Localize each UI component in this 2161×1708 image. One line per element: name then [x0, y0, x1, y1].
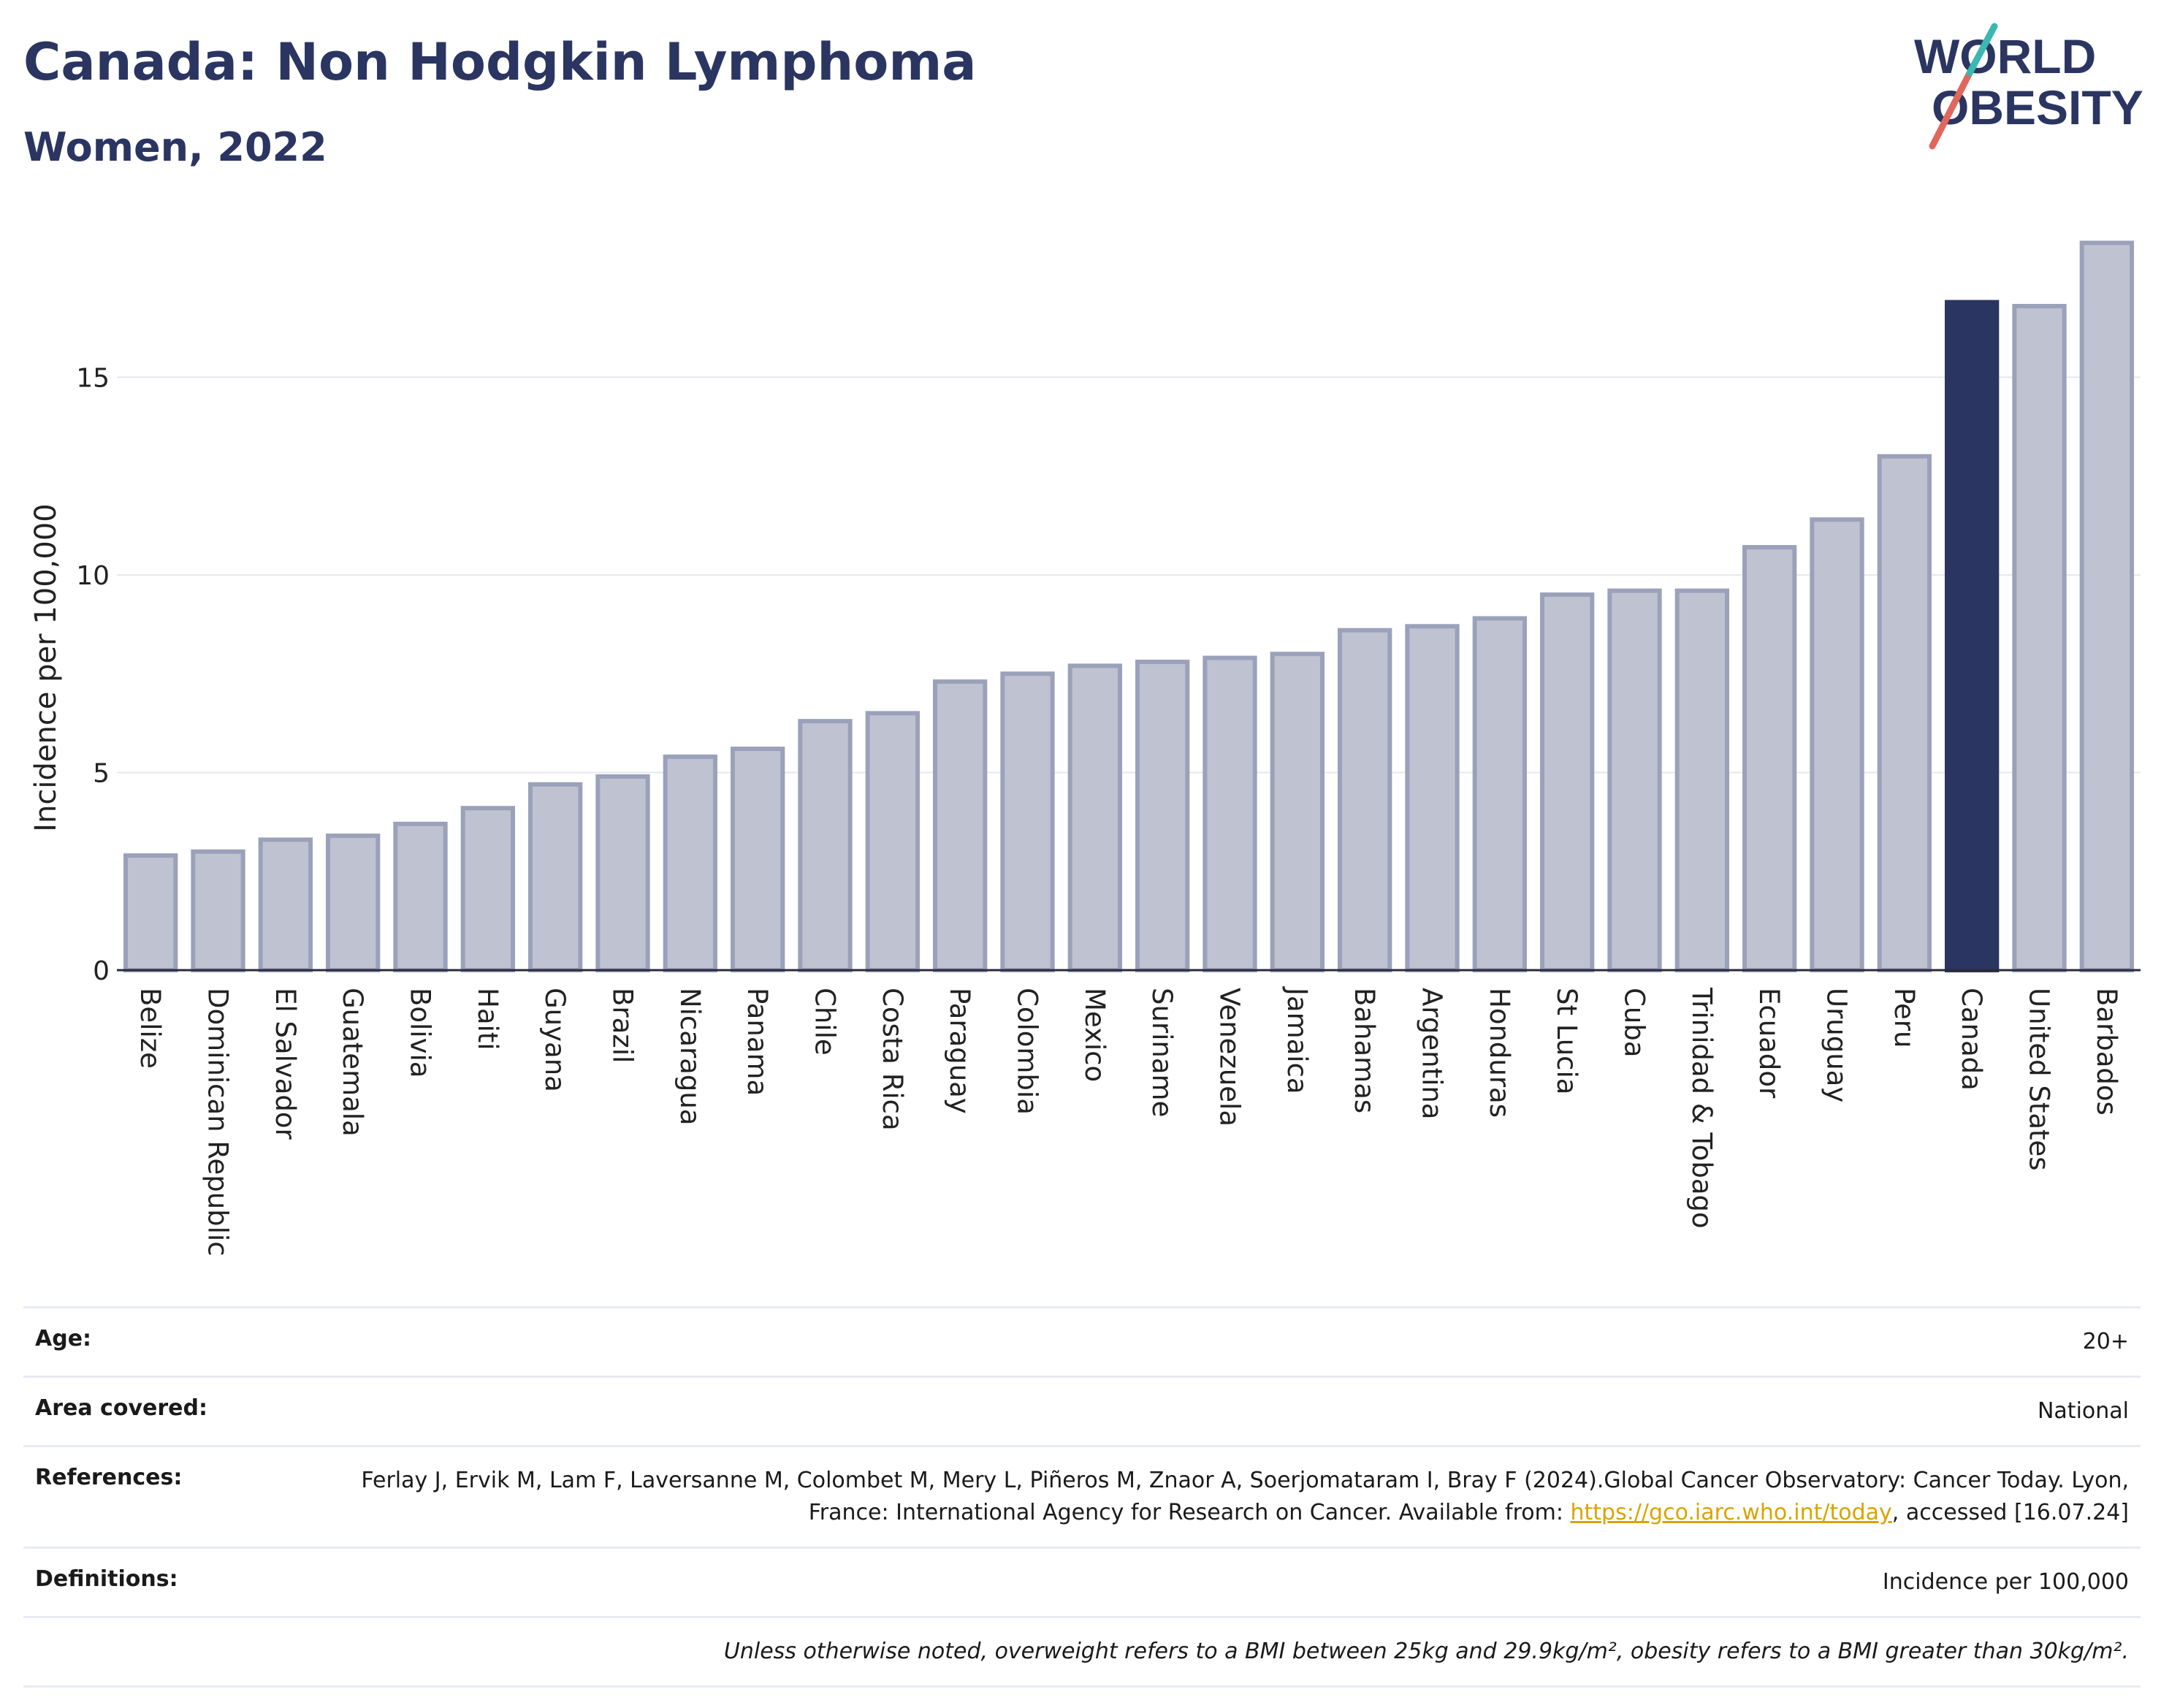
bmi-note: Unless otherwise noted, overweight refer…: [723, 1639, 2129, 1664]
bar-belize: [123, 853, 178, 972]
x-tick-label: Panama: [742, 988, 773, 1096]
info-row-age: Age: 20+: [23, 1306, 2141, 1376]
x-tick-label: Ecuador: [1753, 988, 1785, 1099]
y-axis-label: Incidence per 100,000: [29, 503, 63, 832]
y-tick-label: 5: [93, 758, 110, 788]
bar-suriname: [1135, 659, 1190, 972]
x-tick-label: Honduras: [1484, 988, 1515, 1118]
chart-subtitle: Women, 2022: [23, 124, 327, 170]
bar-united-states: [2012, 304, 2067, 973]
x-tick-label: Uruguay: [1821, 988, 1853, 1102]
bar-ecuador: [1742, 545, 1797, 972]
x-tick-label: Bolivia: [405, 988, 436, 1078]
x-tick-label: Trinidad & Tobago: [1686, 987, 1718, 1229]
age-value: 20+: [2082, 1329, 2129, 1354]
x-tick-label: Argentina: [1417, 988, 1448, 1119]
x-tick-label: Jamaica: [1281, 986, 1313, 1094]
bar-colombia: [1000, 671, 1055, 972]
bar-venezuela: [1203, 655, 1257, 972]
definitions-value: Incidence per 100,000: [1882, 1569, 2129, 1595]
bar-haiti: [460, 806, 515, 973]
logo-line-1: WORLD: [1914, 29, 2096, 83]
x-tick-label: Suriname: [1146, 988, 1178, 1117]
bar-bahamas: [1338, 628, 1392, 973]
bar-paraguay: [933, 679, 988, 972]
info-row-note: Unless otherwise noted, overweight refer…: [23, 1616, 2141, 1688]
definitions-label: Definitions:: [35, 1566, 178, 1592]
info-row-definitions: Definitions: Incidence per 100,000: [23, 1547, 2141, 1616]
bar-argentina: [1405, 624, 1460, 973]
logo-slash-teal: [1966, 23, 1998, 77]
x-tick-label: Costa Rica: [877, 988, 908, 1131]
x-tick-label: Belize: [134, 988, 166, 1069]
bar-guatemala: [326, 834, 381, 973]
logo-slash-red: [1929, 69, 1973, 150]
bar-trinidad-tobago: [1674, 588, 1729, 972]
x-tick-label: Venezuela: [1214, 988, 1246, 1126]
x-tick-label: El Salvador: [270, 988, 301, 1140]
bar-peru: [1877, 454, 1932, 972]
x-tick-label: Dominican Republic: [202, 988, 234, 1257]
x-tick-label: Guatemala: [337, 988, 368, 1137]
y-tick-label: 15: [76, 363, 110, 393]
references-tail: , accessed [16.07.24]: [1891, 1500, 2129, 1525]
bar-costa-rica: [865, 711, 920, 972]
x-tick-label: Peru: [1889, 988, 1920, 1048]
logo-line-2: OBESITY: [1932, 80, 2143, 134]
bar-el-salvador: [258, 837, 313, 972]
bar-brazil: [595, 774, 650, 972]
x-tick-label: Bahamas: [1349, 988, 1380, 1113]
bar-dominican-republic: [191, 849, 245, 972]
references-value: Ferlay J, Ervik M, Lam F, Laversanne M, …: [302, 1465, 2129, 1529]
x-tick-label: Paraguay: [944, 988, 975, 1114]
references-text: Ferlay J, Ervik M, Lam F, Laversanne M, …: [361, 1468, 2129, 1525]
x-tick-label: United States: [2024, 988, 2055, 1171]
age-label: Age:: [35, 1326, 92, 1351]
bar-chile: [798, 719, 853, 972]
info-row-area: Area covered: National: [23, 1376, 2141, 1445]
x-tick-label: Brazil: [607, 988, 639, 1063]
x-tick-label: St Lucia: [1551, 988, 1582, 1094]
bar-panama: [731, 747, 785, 972]
references-link[interactable]: https://gco.iarc.who.int/today: [1570, 1500, 1892, 1525]
bar-uruguay: [1810, 517, 1864, 972]
area-label: Area covered:: [35, 1395, 207, 1421]
x-tick-label: Haiti: [472, 988, 503, 1051]
bar-honduras: [1472, 616, 1527, 972]
bar-nicaragua: [663, 754, 717, 972]
info-row-references: References: Ferlay J, Ervik M, Lam F, La…: [23, 1445, 2141, 1547]
x-tick-label: Colombia: [1012, 988, 1043, 1115]
x-tick-label: Guyana: [539, 988, 571, 1092]
references-label: References:: [35, 1465, 183, 1490]
area-value: National: [2037, 1398, 2129, 1424]
y-tick-label: 10: [76, 561, 110, 591]
x-tick-label: Barbados: [2091, 988, 2122, 1116]
bar-mexico: [1067, 663, 1122, 972]
bar-barbados: [2079, 240, 2134, 973]
chart-title: Canada: Non Hodgkin Lymphoma: [23, 32, 977, 92]
x-tick-label: Mexico: [1079, 988, 1110, 1082]
y-tick-label: 0: [93, 956, 110, 986]
bar-canada: [1945, 300, 2000, 973]
x-tick-label: Cuba: [1619, 988, 1650, 1057]
bar-jamaica: [1270, 652, 1325, 972]
x-tick-label: Canada: [1956, 988, 1987, 1091]
world-obesity-logo: WORLD OBESITY: [1914, 23, 2143, 150]
bar-cuba: [1607, 588, 1662, 972]
bar-guyana: [528, 782, 583, 973]
x-tick-label: Nicaragua: [674, 988, 706, 1125]
bar-chart: 0 5 10 15 Incidence per 100,000 Belize Dominic…: [29, 240, 2141, 1257]
info-table: Age: 20+ Area covered: National Referenc…: [23, 1306, 2141, 1688]
x-tick-label: Chile: [809, 988, 841, 1056]
bar-bolivia: [393, 821, 448, 973]
bar-st-lucia: [1540, 592, 1595, 972]
